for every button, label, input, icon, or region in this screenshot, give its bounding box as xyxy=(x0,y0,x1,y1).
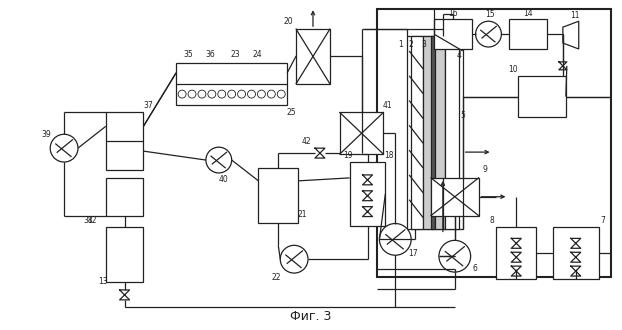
Text: 4: 4 xyxy=(457,51,462,60)
Bar xyxy=(509,19,547,49)
Text: 13: 13 xyxy=(98,277,108,285)
Text: 18: 18 xyxy=(384,150,394,160)
Bar xyxy=(423,36,433,229)
Circle shape xyxy=(248,90,256,98)
Text: 24: 24 xyxy=(253,50,262,59)
Bar xyxy=(411,36,423,229)
Circle shape xyxy=(476,21,501,47)
Circle shape xyxy=(208,90,216,98)
Text: 14: 14 xyxy=(523,9,533,18)
Text: 25: 25 xyxy=(286,108,296,117)
Circle shape xyxy=(267,90,276,98)
Text: 23: 23 xyxy=(231,50,241,59)
Bar xyxy=(518,76,566,117)
Bar xyxy=(340,113,383,154)
Bar xyxy=(106,178,144,215)
Text: 12: 12 xyxy=(87,216,96,225)
Bar xyxy=(431,178,478,215)
Text: 42: 42 xyxy=(301,137,311,146)
Text: 17: 17 xyxy=(408,249,418,258)
Circle shape xyxy=(178,90,186,98)
Text: 15: 15 xyxy=(486,10,495,19)
Bar xyxy=(106,113,144,170)
Text: 8: 8 xyxy=(489,216,494,225)
Text: 5: 5 xyxy=(461,111,466,120)
Text: 41: 41 xyxy=(383,101,392,110)
Bar xyxy=(496,227,536,279)
Bar xyxy=(350,162,386,226)
Text: 10: 10 xyxy=(508,65,518,74)
Circle shape xyxy=(188,90,196,98)
Text: 20: 20 xyxy=(284,17,293,26)
Bar xyxy=(553,227,598,279)
Circle shape xyxy=(258,90,266,98)
Bar xyxy=(378,9,611,277)
Bar xyxy=(445,36,459,229)
Bar xyxy=(106,227,144,282)
Text: 22: 22 xyxy=(272,273,281,281)
Circle shape xyxy=(218,90,226,98)
Circle shape xyxy=(439,240,471,272)
Text: 40: 40 xyxy=(219,175,229,184)
Circle shape xyxy=(281,245,308,273)
Bar xyxy=(434,19,471,49)
Text: Фиг. 3: Фиг. 3 xyxy=(290,310,332,323)
Bar xyxy=(296,29,330,84)
Text: 2: 2 xyxy=(409,40,413,49)
Text: 39: 39 xyxy=(42,130,51,139)
Text: 21: 21 xyxy=(297,210,307,219)
Circle shape xyxy=(379,223,411,255)
Text: 3: 3 xyxy=(421,40,426,49)
Circle shape xyxy=(50,134,78,162)
Text: 38: 38 xyxy=(83,216,93,225)
Circle shape xyxy=(198,90,206,98)
Text: 11: 11 xyxy=(570,11,580,20)
Polygon shape xyxy=(563,21,578,49)
Text: 1: 1 xyxy=(399,40,403,49)
Bar xyxy=(176,63,287,105)
Circle shape xyxy=(228,90,236,98)
Bar xyxy=(407,36,463,229)
Text: 36: 36 xyxy=(205,50,215,59)
Bar xyxy=(435,36,445,229)
Text: 35: 35 xyxy=(183,50,193,59)
Bar xyxy=(431,36,435,229)
Text: 6: 6 xyxy=(472,264,477,273)
Text: 19: 19 xyxy=(343,150,353,160)
Text: 7: 7 xyxy=(600,216,605,225)
Circle shape xyxy=(238,90,246,98)
Text: 9: 9 xyxy=(482,165,487,175)
Circle shape xyxy=(277,90,285,98)
Text: 16: 16 xyxy=(448,9,458,18)
Circle shape xyxy=(206,147,231,173)
Bar xyxy=(259,168,298,222)
Text: 37: 37 xyxy=(144,101,153,110)
